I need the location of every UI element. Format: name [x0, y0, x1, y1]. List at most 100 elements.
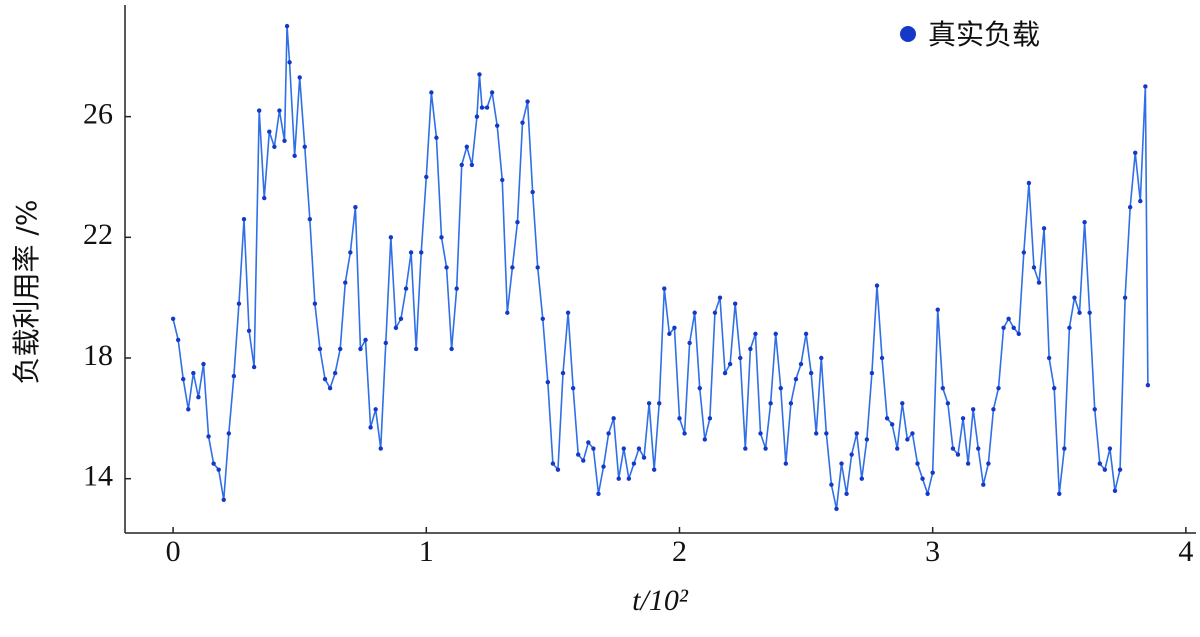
data-point — [363, 337, 368, 343]
data-point — [819, 355, 824, 361]
data-point — [170, 316, 176, 321]
x-tick-label: 3 — [925, 535, 940, 568]
data-point — [1102, 467, 1108, 472]
data-point — [702, 437, 708, 442]
data-point — [175, 337, 181, 343]
data-point — [327, 385, 333, 391]
data-point — [1082, 220, 1087, 225]
data-point — [576, 452, 581, 457]
data-point — [226, 431, 232, 436]
data-point — [692, 310, 697, 315]
data-point — [322, 376, 328, 382]
data-point — [216, 467, 221, 472]
data-point — [677, 416, 682, 421]
data-point — [935, 307, 940, 312]
y-tick-label: 14 — [83, 460, 113, 493]
data-point — [849, 452, 854, 457]
data-point — [1011, 325, 1016, 331]
data-point — [525, 99, 530, 104]
data-point — [687, 340, 692, 346]
data-point — [1143, 84, 1148, 89]
data-point — [1046, 355, 1052, 361]
data-point — [277, 108, 282, 113]
data-point — [1062, 446, 1067, 451]
data-point — [662, 286, 667, 291]
data-point — [900, 401, 905, 406]
data-point — [712, 310, 718, 315]
data-point — [181, 376, 186, 382]
data-point — [343, 280, 348, 285]
data-point — [950, 446, 956, 451]
data-point — [915, 461, 920, 466]
data-point — [829, 482, 834, 487]
data-point — [287, 60, 292, 65]
data-point — [844, 491, 849, 496]
data-point — [489, 90, 495, 95]
data-point — [565, 310, 571, 315]
y-tick-label: 22 — [83, 218, 113, 251]
data-point — [267, 129, 272, 134]
data-point — [256, 108, 262, 113]
data-point — [302, 144, 307, 150]
data-point — [1112, 488, 1118, 493]
data-point — [834, 506, 839, 512]
data-point — [976, 446, 981, 451]
data-point — [479, 105, 485, 110]
data-point — [449, 346, 454, 352]
data-point — [1031, 265, 1037, 270]
data-point — [697, 385, 702, 391]
data-point — [581, 458, 586, 463]
data-point — [657, 401, 662, 406]
data-point — [1026, 180, 1032, 186]
data-point — [803, 331, 809, 337]
data-point — [236, 301, 242, 306]
x-tick-label: 4 — [1178, 535, 1193, 568]
data-point — [368, 425, 373, 430]
data-point — [793, 376, 799, 382]
data-point — [262, 195, 267, 201]
data-point — [474, 114, 480, 119]
data-point — [373, 407, 378, 412]
data-point — [586, 440, 591, 445]
data-point — [570, 385, 576, 391]
data-point — [1001, 325, 1006, 331]
data-point — [251, 364, 257, 370]
data-point — [808, 370, 814, 376]
data-point — [1006, 316, 1011, 321]
data-point — [646, 401, 652, 406]
legend-marker — [900, 26, 916, 42]
data-point — [393, 325, 399, 331]
data-point — [1072, 295, 1077, 300]
data-point — [778, 385, 783, 391]
data-point — [854, 431, 859, 436]
data-point — [1097, 461, 1102, 466]
data-point — [727, 361, 733, 367]
data-point — [798, 361, 804, 367]
data-point — [596, 491, 601, 496]
data-point — [672, 325, 677, 331]
data-point — [231, 373, 237, 379]
data-point — [383, 340, 388, 346]
data-point — [550, 461, 556, 466]
data-point — [282, 138, 287, 143]
data-point — [444, 265, 449, 270]
data-point — [981, 482, 986, 487]
data-point — [454, 286, 459, 291]
data-point — [667, 331, 672, 337]
data-point — [484, 105, 490, 110]
x-tick-label: 2 — [672, 535, 687, 568]
data-point — [307, 217, 313, 222]
data-point — [1117, 467, 1123, 472]
data-point — [1107, 446, 1113, 451]
data-point — [413, 346, 419, 352]
data-point — [591, 446, 596, 451]
data-point — [717, 295, 723, 300]
data-point — [378, 446, 383, 451]
data-point — [312, 301, 318, 306]
data-point — [631, 461, 637, 466]
data-point — [682, 431, 687, 436]
data-point — [494, 123, 500, 128]
data-point — [732, 301, 738, 306]
data-point — [1127, 204, 1133, 210]
data-point — [469, 162, 475, 168]
